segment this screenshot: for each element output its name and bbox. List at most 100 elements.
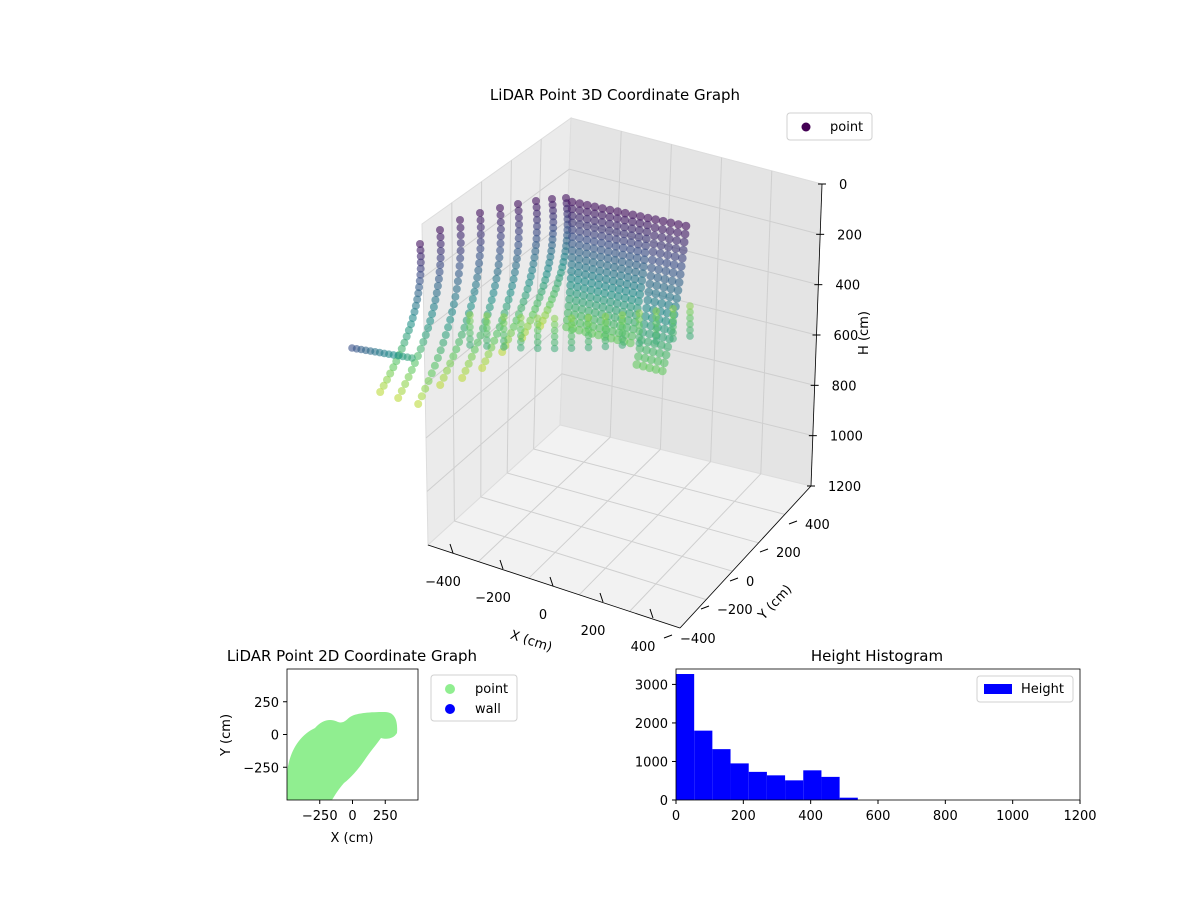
- point-3d: [665, 292, 675, 302]
- point-3d: [612, 299, 622, 308]
- point-3d: [672, 294, 682, 303]
- point-3d: [475, 252, 484, 260]
- point-3d: [496, 211, 505, 220]
- point-3d: [567, 260, 577, 269]
- point-3d: [436, 233, 445, 241]
- point-3d: [613, 292, 623, 301]
- point-3d: [548, 235, 557, 244]
- point-3d: [634, 239, 643, 249]
- point-3d: [514, 227, 523, 236]
- point-3d: [611, 242, 621, 251]
- point-3d: [466, 341, 474, 349]
- x-tick-label-histogram: 1000: [996, 809, 1029, 824]
- point-3d: [597, 218, 607, 227]
- point-3d: [599, 296, 609, 305]
- point-3d: [614, 285, 624, 294]
- point-3d: [458, 374, 467, 382]
- point-3d: [574, 254, 584, 264]
- point-3d: [601, 324, 610, 333]
- point-3d: [608, 276, 618, 286]
- point-3d: [620, 293, 630, 303]
- point-3d: [456, 239, 465, 247]
- legend-2d-marker-point: [445, 684, 455, 694]
- histogram-bars: [676, 674, 858, 800]
- point-3d: [643, 337, 653, 347]
- point-3d: [448, 308, 457, 316]
- point-3d: [491, 281, 499, 290]
- point-3d: [493, 329, 501, 338]
- point-3d: [660, 274, 670, 284]
- point-3d: [401, 380, 410, 388]
- point-3d: [430, 361, 439, 370]
- point-3d: [642, 234, 651, 244]
- point-3d: [436, 247, 445, 255]
- point-3d: [476, 216, 485, 225]
- y-tick-label-3d: 400: [805, 518, 830, 533]
- point-3d: [584, 337, 593, 346]
- point-3d: [584, 313, 593, 322]
- point-3d: [674, 278, 684, 287]
- legend-histogram-label: Height: [1021, 682, 1064, 697]
- legend-histogram-swatch: [984, 684, 1012, 694]
- point-3d: [453, 277, 462, 286]
- point-3d: [470, 287, 479, 296]
- point-3d: [669, 334, 677, 343]
- point-3d: [608, 283, 617, 293]
- point-3d: [621, 286, 631, 296]
- point-3d: [655, 349, 664, 358]
- point-3d: [589, 251, 598, 260]
- point-3d: [493, 267, 502, 276]
- point-3d: [502, 302, 511, 311]
- point-3d: [525, 278, 534, 287]
- point-3d: [618, 311, 627, 319]
- point-3d: [633, 246, 642, 256]
- point-3d: [648, 255, 657, 265]
- point-3d: [657, 299, 666, 308]
- point-3d: [533, 320, 542, 329]
- point-3d: [456, 246, 465, 255]
- point-3d: [609, 269, 619, 279]
- point-3d: [635, 290, 645, 299]
- point-3d: [620, 222, 629, 232]
- point-3d: [669, 304, 677, 313]
- point-3d: [471, 280, 480, 289]
- point-3d: [651, 289, 661, 299]
- point-3d: [597, 211, 607, 220]
- point-3d: [686, 332, 694, 340]
- chart-2d-title: LiDAR Point 2D Coordinate Graph: [227, 647, 477, 665]
- point-3d: [678, 253, 687, 263]
- point-3d: [594, 280, 603, 290]
- point-3d: [446, 359, 455, 368]
- point-3d: [494, 260, 503, 269]
- point-3d: [681, 221, 691, 231]
- chart-3d: LiDAR Point 3D Coordinate Graph −400−200…: [348, 86, 873, 655]
- histogram-title: Height Histogram: [811, 647, 943, 665]
- point-3d: [648, 247, 658, 257]
- point-3d: [550, 338, 559, 347]
- point-3d: [500, 325, 508, 333]
- point-3d: [610, 313, 620, 322]
- point-3d: [610, 255, 620, 265]
- point-3d: [644, 287, 654, 297]
- point-3d: [596, 245, 606, 255]
- point-3d: [483, 324, 491, 332]
- point-3d: [642, 227, 652, 237]
- y-tick-3d: [729, 577, 739, 582]
- point-3d: [628, 288, 638, 298]
- point-3d: [429, 303, 438, 311]
- point-3d: [413, 295, 422, 304]
- x-tick-3d: [549, 576, 554, 587]
- x-tick-label-histogram: 1200: [1063, 809, 1096, 824]
- y-tick-label-3d: −400: [680, 632, 716, 647]
- point-3d: [550, 326, 559, 335]
- x-tick-3d: [649, 608, 654, 619]
- point-3d: [582, 200, 592, 210]
- point-3d: [567, 344, 576, 353]
- point-3d: [627, 295, 637, 305]
- z-tick-label-3d: 400: [835, 279, 860, 294]
- point-3d: [679, 245, 688, 255]
- point-3d: [667, 276, 677, 286]
- point-3d: [618, 323, 627, 331]
- point-3d: [619, 236, 628, 246]
- point-3d: [631, 267, 640, 277]
